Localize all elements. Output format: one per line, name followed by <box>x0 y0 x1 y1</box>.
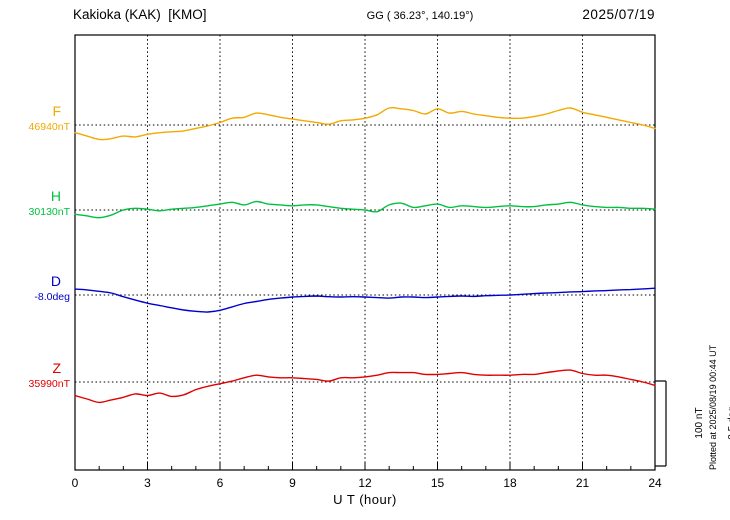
x-axis-label: U T (hour) <box>333 492 397 507</box>
trace-F <box>74 106 656 141</box>
x-tick-label: 3 <box>144 476 151 490</box>
series-D-baseline-value: -8.0deg <box>34 291 70 303</box>
series-H-letter: H <box>50 188 61 204</box>
series-D-letter: D <box>50 273 61 289</box>
x-tick-label: 24 <box>648 476 662 490</box>
series-H-baseline-value: 30130nT <box>28 206 70 218</box>
station-title: Kakioka (KAK) [KMO] <box>73 7 207 22</box>
x-tick-label: 9 <box>289 476 296 490</box>
series-label-F: F 46940nT <box>0 103 70 134</box>
geo-coordinates: GG ( 36.23°, 140.19°) <box>366 10 474 22</box>
series-F-letter: F <box>52 103 61 119</box>
plot-date: 2025/07/19 <box>582 7 655 22</box>
series-label-H: H 30130nT <box>0 188 70 219</box>
x-tick-label: 6 <box>217 476 224 490</box>
series-F-baseline-value: 46940nT <box>28 121 70 133</box>
x-tick-label: 18 <box>503 476 517 490</box>
x-tick-label: 21 <box>576 476 590 490</box>
series-label-Z: Z 35990nT <box>0 360 70 391</box>
series-Z-baseline-value: 35990nT <box>28 378 70 390</box>
x-tick-label: 12 <box>358 476 372 490</box>
x-tick-label: 0 <box>72 476 79 490</box>
trace-D <box>74 287 656 313</box>
trace-H <box>74 200 656 219</box>
series-Z-letter: Z <box>52 360 61 376</box>
x-tick-label: 15 <box>431 476 445 490</box>
trace-Z <box>74 369 656 404</box>
series-label-D: D -8.0deg <box>0 273 70 304</box>
